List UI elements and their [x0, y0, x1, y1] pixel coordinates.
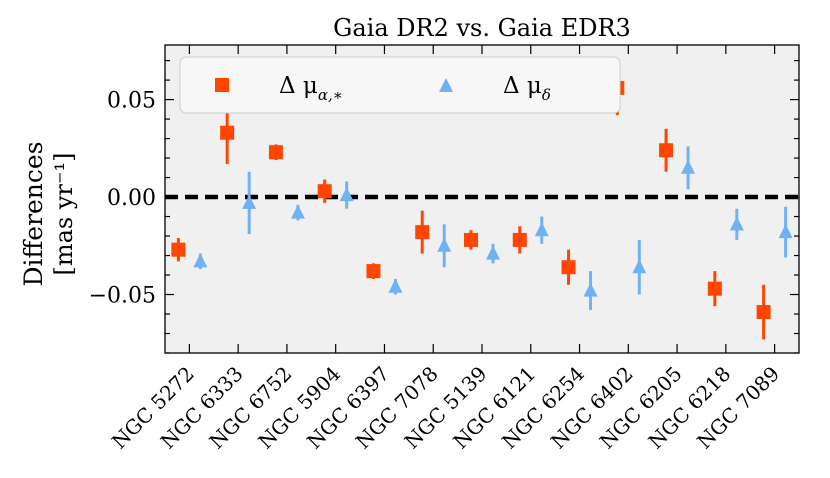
legend: Δ μα,∗ Δ μδ: [179, 56, 621, 114]
chart-title: Gaia DR2 vs. Gaia EDR3: [333, 14, 631, 42]
y-tick-label: −0.05: [89, 284, 156, 309]
data-point-mu-delta: [583, 282, 598, 297]
legend-label-mu-alpha: Δ μα,∗: [279, 73, 343, 104]
y-axis-label-line1: Differences: [19, 141, 48, 286]
data-point-mu-alpha: [707, 281, 722, 296]
plot-frame: [164, 44, 800, 354]
data-point-mu-delta: [242, 194, 257, 209]
data-point-mu-delta: [778, 224, 793, 239]
data-point-mu-delta: [681, 159, 696, 174]
data-point-mu-delta: [193, 253, 208, 268]
data-point-mu-delta: [290, 204, 305, 219]
data-point-mu-delta: [486, 245, 500, 260]
y-tick-label: 0.00: [107, 186, 156, 211]
legend-label-mu-delta: Δ μδ: [503, 73, 551, 104]
data-point-mu-alpha: [220, 125, 235, 140]
data-point-mu-alpha: [756, 305, 771, 320]
y-axis-label: Differences [mas yr⁻¹]: [19, 141, 78, 286]
legend-marker-square: [215, 78, 229, 92]
legend-label-mu-alpha-sub: α,∗: [318, 86, 343, 104]
data-point-mu-delta: [534, 222, 549, 237]
data-point-mu-delta: [729, 216, 744, 231]
data-point-mu-delta: [632, 259, 647, 274]
data-point-mu-alpha: [268, 145, 283, 160]
data-point-mu-alpha: [317, 184, 332, 199]
y-tick-label: 0.05: [107, 89, 156, 114]
data-point-mu-alpha: [464, 232, 478, 247]
data-point-mu-delta: [437, 237, 452, 252]
data-point-mu-delta: [339, 187, 354, 202]
legend-label-mu-alpha-main: Δ μ: [279, 73, 318, 99]
data-point-mu-alpha: [659, 143, 674, 158]
legend-label-mu-delta-sub: δ: [542, 86, 551, 104]
data-point-mu-alpha: [561, 260, 576, 275]
data-point-mu-delta: [388, 278, 403, 293]
legend-box: [179, 56, 621, 114]
data-point-mu-alpha: [171, 242, 186, 257]
data-point-mu-alpha: [415, 225, 430, 240]
legend-marker-triangle: [439, 78, 453, 92]
data-point-mu-alpha: [512, 232, 527, 247]
y-axis-label-line2: [mas yr⁻¹]: [50, 152, 78, 275]
legend-label-mu-delta-main: Δ μ: [503, 73, 542, 99]
data-point-mu-alpha: [366, 264, 381, 279]
